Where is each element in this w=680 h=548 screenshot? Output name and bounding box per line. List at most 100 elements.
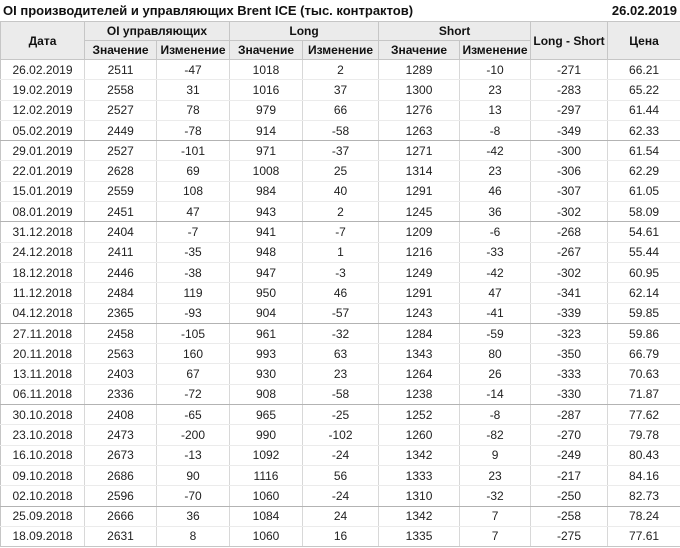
table-row: 12.02.2019 2527 78 979 66 1276 13 -297 61.44: [0, 100, 680, 121]
oi-change-cell: -101: [156, 140, 231, 162]
long-change-cell: 2: [302, 201, 380, 223]
short-value-cell: 1263: [378, 120, 461, 142]
price-cell: 66.21: [607, 59, 680, 81]
short-change-cell: -59: [459, 323, 532, 345]
long-value-cell: 990: [229, 424, 304, 446]
table-body: 26.02.2019 2511 -47 1018 2 1289 -10 -271 66.21 19…: [0, 59, 680, 548]
long-short-cell: -270: [530, 424, 609, 446]
price-cell: 84.16: [607, 465, 680, 487]
oi-change-cell: -105: [156, 323, 231, 345]
table-row: 24.12.2018 2411 -35 948 1 1216 -33 -267 55.44: [0, 242, 680, 263]
short-value-cell: 1216: [378, 242, 461, 263]
long-change-cell: 24: [302, 506, 380, 527]
long-value-cell: 943: [229, 201, 304, 223]
long-change-cell: -58: [302, 384, 380, 406]
short-change-cell: 23: [459, 160, 532, 182]
price-cell: 71.87: [607, 384, 680, 406]
date-cell: 18.12.2018: [0, 262, 85, 284]
date-cell: 15.01.2019: [0, 181, 85, 203]
price-cell: 70.63: [607, 363, 680, 385]
short-value-cell: 1260: [378, 424, 461, 446]
long-short-cell: -349: [530, 120, 609, 142]
short-value-cell: 1335: [378, 526, 461, 548]
page-title: OI производителей и управляющих Brent IC…: [3, 3, 414, 18]
long-short-cell: -307: [530, 181, 609, 203]
oi-change-cell: -93: [156, 303, 231, 324]
long-change-cell: -58: [302, 120, 380, 142]
short-change-cell: 23: [459, 465, 532, 487]
long-change-cell: 16: [302, 526, 380, 548]
table-row: 30.10.2018 2408 -65 965 -25 1252 -8 -287 77.62: [0, 404, 680, 426]
date-cell: 12.02.2019: [0, 100, 85, 121]
oi-value-cell: 2559: [84, 181, 157, 203]
short-change-cell: -32: [459, 485, 532, 507]
oi-value-cell: 2449: [84, 120, 157, 142]
table-row: 26.02.2019 2511 -47 1018 2 1289 -10 -271 66.21: [0, 59, 680, 81]
table-row: 23.10.2018 2473 -200 990 -102 1260 -82 -270 79.7…: [0, 424, 680, 446]
oi-change-cell: 69: [156, 160, 231, 182]
long-short-cell: -271: [530, 59, 609, 81]
long-short-cell: -339: [530, 303, 609, 324]
long-short-cell: -275: [530, 526, 609, 548]
short-change-cell: -42: [459, 140, 532, 162]
long-value-cell: 971: [229, 140, 304, 162]
oi-value-cell: 2563: [84, 343, 157, 365]
col-subheader-long-value: Значение: [229, 40, 304, 60]
short-change-cell: 36: [459, 201, 532, 223]
date-cell: 06.11.2018: [0, 384, 85, 406]
price-cell: 65.22: [607, 79, 680, 101]
long-value-cell: 948: [229, 242, 304, 263]
long-change-cell: 1: [302, 242, 380, 263]
table-row: 15.01.2019 2559 108 984 40 1291 46 -307 61.05: [0, 181, 680, 203]
long-value-cell: 908: [229, 384, 304, 406]
long-change-cell: -57: [302, 303, 380, 324]
long-change-cell: -32: [302, 323, 380, 345]
date-cell: 27.11.2018: [0, 323, 85, 345]
date-cell: 04.12.2018: [0, 303, 85, 324]
long-change-cell: 56: [302, 465, 380, 487]
short-change-cell: 9: [459, 445, 532, 466]
oi-change-cell: -70: [156, 485, 231, 507]
long-short-cell: -283: [530, 79, 609, 101]
long-value-cell: 1116: [229, 465, 304, 487]
oi-change-cell: 8: [156, 526, 231, 548]
price-cell: 55.44: [607, 242, 680, 263]
long-change-cell: 66: [302, 100, 380, 121]
short-value-cell: 1289: [378, 59, 461, 81]
long-change-cell: 2: [302, 59, 380, 81]
price-cell: 66.79: [607, 343, 680, 365]
date-cell: 08.01.2019: [0, 201, 85, 223]
short-value-cell: 1209: [378, 221, 461, 243]
price-cell: 78.24: [607, 506, 680, 527]
long-change-cell: -24: [302, 445, 380, 466]
short-value-cell: 1271: [378, 140, 461, 162]
oi-value-cell: 2473: [84, 424, 157, 446]
price-cell: 62.14: [607, 282, 680, 304]
short-change-cell: -42: [459, 262, 532, 284]
oi-value-cell: 2628: [84, 160, 157, 182]
col-header-long-short: Long - Short: [530, 21, 609, 60]
oi-value-cell: 2408: [84, 404, 157, 426]
table-row: 11.12.2018 2484 119 950 46 1291 47 -341 62.14: [0, 282, 680, 304]
long-short-cell: -250: [530, 485, 609, 507]
price-cell: 77.61: [607, 526, 680, 548]
table-row: 16.10.2018 2673 -13 1092 -24 1342 9 -249 80.43: [0, 445, 680, 466]
short-change-cell: -82: [459, 424, 532, 446]
long-change-cell: 63: [302, 343, 380, 365]
short-value-cell: 1249: [378, 262, 461, 284]
col-subheader-short-change: Изменение: [459, 40, 532, 60]
short-change-cell: 13: [459, 100, 532, 121]
long-value-cell: 950: [229, 282, 304, 304]
price-cell: 77.62: [607, 404, 680, 426]
long-value-cell: 984: [229, 181, 304, 203]
long-short-cell: -297: [530, 100, 609, 121]
table-header: Дата OI управляющих Long Short Long - Sh…: [0, 21, 680, 60]
long-change-cell: -25: [302, 404, 380, 426]
price-cell: 61.44: [607, 100, 680, 121]
short-value-cell: 1343: [378, 343, 461, 365]
date-cell: 22.01.2019: [0, 160, 85, 182]
price-cell: 61.54: [607, 140, 680, 162]
short-value-cell: 1291: [378, 282, 461, 304]
table-row: 19.02.2019 2558 31 1016 37 1300 23 -283 65.22: [0, 79, 680, 101]
date-cell: 19.02.2019: [0, 79, 85, 101]
